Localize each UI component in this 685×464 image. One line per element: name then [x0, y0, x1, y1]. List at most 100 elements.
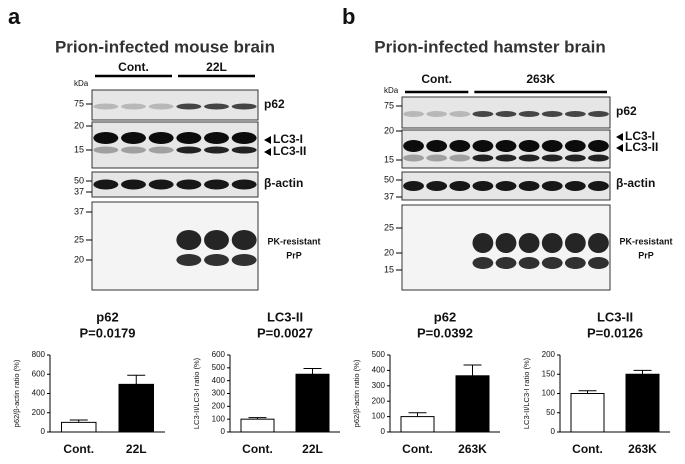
y-tick-label: 400: [372, 366, 386, 375]
mw-marker: 20: [384, 247, 394, 257]
y-tick-label: 400: [32, 389, 46, 398]
bar: [455, 375, 490, 433]
blot-label: PK-resistant: [267, 236, 320, 246]
band: [426, 111, 448, 118]
y-axis-label: LC3-II/LC3-I ratio (%): [522, 357, 531, 429]
y-tick-label: 300: [372, 381, 386, 390]
mw-marker: 20: [384, 125, 394, 135]
y-tick-label: 200: [542, 350, 556, 359]
band: [495, 233, 517, 253]
y-axis-label: LC3-II/LC3-I ratio (%): [192, 357, 201, 429]
blot-label: PrP: [638, 250, 654, 260]
chart-title: p62: [96, 309, 118, 324]
chart-subtitle: P=0.0179: [79, 325, 135, 340]
band: [518, 111, 540, 118]
y-tick-label: 0: [551, 427, 556, 436]
group-label: 22L: [206, 60, 227, 74]
mw-marker: 25: [384, 222, 394, 232]
mw-marker: 37: [384, 191, 394, 201]
band: [403, 181, 424, 191]
band: [564, 233, 586, 253]
band: [588, 111, 609, 118]
chart-subtitle: P=0.0392: [417, 325, 473, 340]
y-tick-label: 500: [372, 350, 386, 359]
y-axis-label: p62/β-actin ratio (%): [12, 359, 21, 427]
band: [93, 103, 119, 110]
kda-label: kDa: [74, 79, 89, 88]
y-tick-label: 200: [32, 408, 46, 417]
band: [449, 140, 471, 152]
y-tick-label: 0: [221, 427, 226, 436]
mw-marker: 15: [384, 264, 394, 274]
mw-marker: 75: [74, 98, 84, 108]
band: [231, 132, 257, 144]
band: [472, 140, 494, 152]
band: [93, 132, 119, 144]
band: [588, 233, 609, 253]
band: [204, 230, 229, 250]
band: [449, 154, 471, 162]
y-tick-label: 800: [32, 350, 46, 359]
blot-label: PK-resistant: [619, 236, 672, 246]
mw-marker: 50: [74, 175, 84, 185]
group-label: 263K: [526, 72, 555, 86]
x-tick-label: Cont.: [63, 442, 94, 456]
panel-title: Prion-infected hamster brain: [374, 37, 605, 56]
band: [472, 181, 494, 191]
chart-subtitle: P=0.0027: [257, 325, 313, 340]
y-tick-label: 50: [546, 408, 555, 417]
band: [176, 132, 202, 144]
arrow: [616, 133, 623, 141]
blot-label: LC3-II: [625, 140, 658, 154]
y-tick-label: 300: [212, 389, 226, 398]
y-tick-label: 0: [381, 427, 386, 436]
mw-marker: 50: [384, 174, 394, 184]
band: [148, 146, 174, 154]
y-axis-label: p62/β-actin ratio (%): [352, 359, 361, 427]
band: [231, 230, 257, 250]
panel-letter: a: [8, 4, 21, 29]
blot: [91, 89, 259, 121]
chart-subtitle: P=0.0126: [587, 325, 643, 340]
band: [472, 233, 494, 253]
band: [148, 103, 174, 110]
bar: [295, 373, 330, 433]
band: [541, 257, 563, 269]
x-tick-label: 22L: [126, 442, 147, 456]
band: [426, 154, 448, 162]
x-tick-label: 263K: [628, 442, 657, 456]
band: [472, 154, 494, 162]
band: [176, 254, 202, 266]
blot-label: β-actin: [616, 176, 655, 190]
band: [204, 254, 229, 266]
band: [121, 132, 146, 144]
band: [449, 111, 471, 118]
arrow: [616, 144, 623, 152]
band: [541, 111, 563, 118]
x-tick-label: Cont.: [572, 442, 603, 456]
band: [148, 132, 174, 144]
band: [518, 154, 540, 162]
band: [204, 179, 229, 190]
arrow: [264, 148, 271, 156]
band: [176, 103, 202, 110]
arrow: [264, 136, 271, 144]
band: [204, 132, 229, 144]
band: [472, 257, 494, 269]
y-tick-label: 200: [372, 396, 386, 405]
band: [518, 181, 540, 191]
band: [588, 154, 609, 162]
band: [564, 257, 586, 269]
band: [495, 154, 517, 162]
band: [176, 230, 202, 250]
band: [518, 233, 540, 253]
y-tick-label: 150: [542, 369, 556, 378]
band: [231, 146, 257, 154]
panel-letter: b: [342, 4, 355, 29]
band: [588, 181, 609, 191]
chart-title: LC3-II: [597, 309, 633, 324]
band: [541, 154, 563, 162]
y-tick-label: 500: [212, 363, 226, 372]
band: [426, 140, 448, 152]
band: [472, 111, 494, 118]
